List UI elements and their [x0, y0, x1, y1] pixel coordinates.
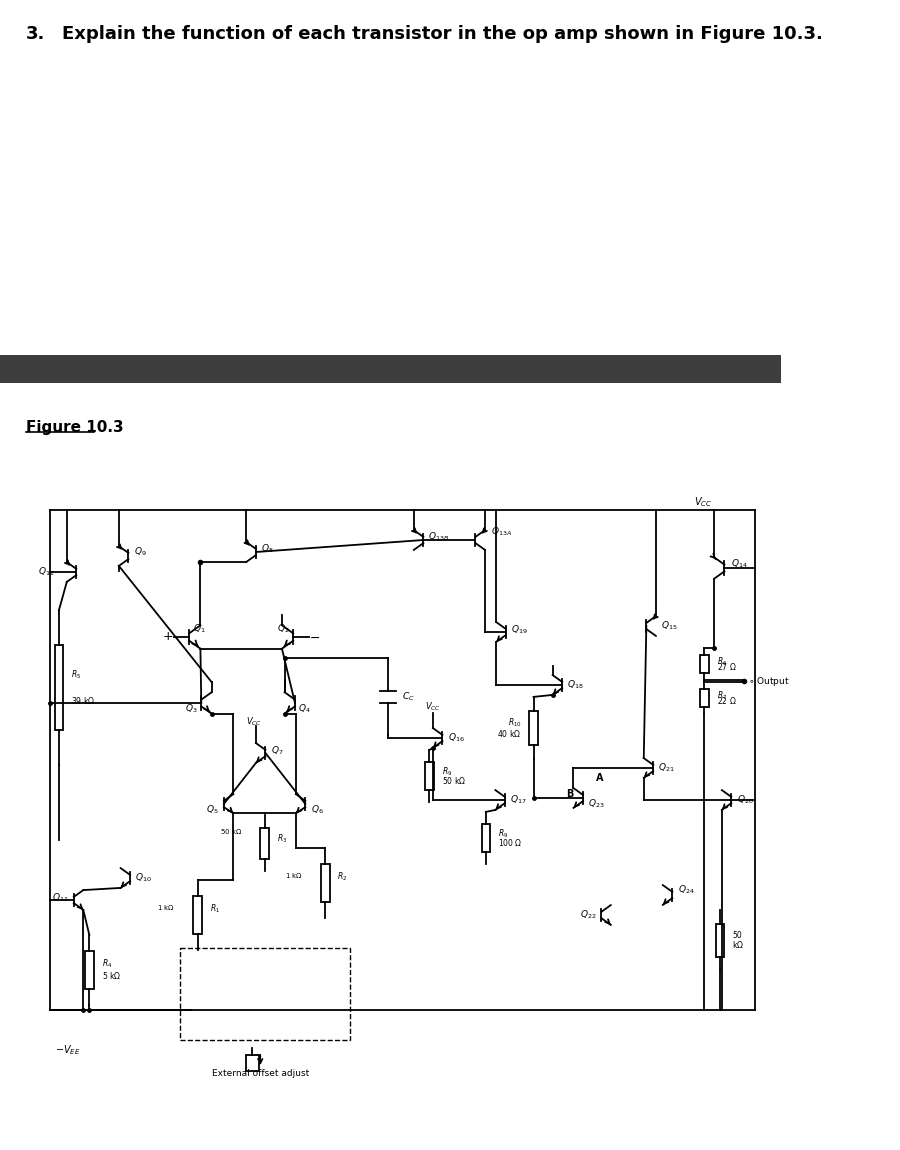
Text: $V_{CC}$: $V_{CC}$ — [425, 700, 441, 713]
Text: $C_C$: $C_C$ — [401, 690, 414, 703]
Text: 27 $\Omega$: 27 $\Omega$ — [716, 661, 736, 672]
Text: $Q_{7}$: $Q_{7}$ — [271, 745, 284, 757]
Bar — [247, 1055, 258, 1071]
Text: Explain the function of each transistor in the op amp shown in Figure 10.3.: Explain the function of each transistor … — [62, 25, 824, 43]
Text: $Q_{19}$: $Q_{19}$ — [511, 623, 527, 636]
Text: 5 k$\Omega$: 5 k$\Omega$ — [102, 971, 121, 981]
Text: $Q_{10}$: $Q_{10}$ — [135, 872, 152, 884]
Text: $R_{3}$: $R_{3}$ — [277, 833, 287, 845]
Text: $Q_{16}$: $Q_{16}$ — [447, 731, 464, 744]
Text: $V_{CC}$: $V_{CC}$ — [247, 715, 262, 728]
Text: $R_{1}$: $R_{1}$ — [210, 903, 220, 915]
Text: $Q_{23}$: $Q_{23}$ — [589, 798, 605, 811]
Text: $R_9$: $R_9$ — [498, 827, 508, 840]
Bar — [0, 355, 781, 383]
Text: $Q_{12}$: $Q_{12}$ — [38, 566, 55, 578]
Text: $-$: $-$ — [309, 630, 320, 644]
Text: 1 k$\Omega$: 1 k$\Omega$ — [285, 872, 302, 881]
Text: Figure 10.3: Figure 10.3 — [26, 420, 123, 435]
Bar — [425, 761, 434, 790]
Text: $Q_{13A}$: $Q_{13A}$ — [491, 526, 512, 538]
Text: $-V_{EE}$: $-V_{EE}$ — [55, 1043, 80, 1057]
Bar — [482, 823, 490, 852]
Text: k$\Omega$: k$\Omega$ — [733, 940, 744, 950]
Text: $Q_{1}$: $Q_{1}$ — [193, 623, 205, 635]
Text: $R_5$: $R_5$ — [71, 668, 81, 681]
Text: 100 $\Omega$: 100 $\Omega$ — [498, 837, 523, 848]
Text: $Q_{6}$: $Q_{6}$ — [310, 804, 323, 816]
Text: 40 k$\Omega$: 40 k$\Omega$ — [498, 728, 521, 738]
Text: 39 k$\Omega$: 39 k$\Omega$ — [71, 695, 95, 706]
Text: $Q_{17}$: $Q_{17}$ — [510, 793, 526, 806]
Text: $Q_{11}$: $Q_{11}$ — [52, 891, 68, 904]
Text: 50: 50 — [733, 930, 742, 940]
Text: +: + — [163, 630, 174, 644]
Text: $Q_{13B}$: $Q_{13B}$ — [428, 531, 449, 543]
Bar — [321, 864, 329, 903]
Bar — [700, 656, 709, 673]
Bar — [85, 951, 94, 989]
Text: A: A — [596, 773, 603, 783]
Text: $R_7$: $R_7$ — [716, 689, 727, 702]
Text: $Q_{21}$: $Q_{21}$ — [659, 761, 675, 774]
Bar — [181, 948, 349, 1040]
Bar — [700, 689, 709, 707]
Text: B: B — [566, 789, 573, 799]
Text: $R_{10}$: $R_{10}$ — [508, 716, 521, 729]
Text: $Q_{8}$: $Q_{8}$ — [261, 543, 274, 555]
Text: 22 $\Omega$: 22 $\Omega$ — [716, 695, 736, 706]
Bar — [194, 896, 202, 934]
Text: $V_{CC}$: $V_{CC}$ — [694, 496, 712, 509]
Text: $Q_{15}$: $Q_{15}$ — [662, 620, 678, 632]
Text: 50 k$\Omega$: 50 k$\Omega$ — [220, 827, 242, 836]
Text: $Q_{24}$: $Q_{24}$ — [678, 883, 694, 896]
Text: $Q_{9}$: $Q_{9}$ — [133, 546, 147, 558]
Text: External offset adjust: External offset adjust — [212, 1070, 309, 1079]
Bar — [55, 645, 63, 730]
Bar — [260, 828, 269, 859]
Text: 50 k$\Omega$: 50 k$\Omega$ — [442, 775, 465, 785]
Bar — [716, 923, 724, 957]
Text: $Q_{5}$: $Q_{5}$ — [206, 804, 219, 816]
Text: 1 k$\Omega$: 1 k$\Omega$ — [158, 904, 176, 912]
Text: 3.: 3. — [26, 25, 45, 43]
Text: $Q_{14}$: $Q_{14}$ — [732, 558, 748, 570]
Text: $Q_{18}$: $Q_{18}$ — [567, 678, 584, 691]
Text: $R_9$: $R_9$ — [442, 766, 452, 777]
Text: $\circ$ Output: $\circ$ Output — [748, 675, 789, 688]
Text: $Q_{3}$: $Q_{3}$ — [185, 703, 198, 715]
Text: $R_{4}$: $R_{4}$ — [102, 958, 112, 971]
Text: $Q_{2}$: $Q_{2}$ — [277, 623, 290, 635]
Text: $Q_{20}$: $Q_{20}$ — [736, 793, 753, 806]
Bar — [529, 711, 538, 745]
Text: $Q_{22}$: $Q_{22}$ — [580, 908, 596, 921]
Text: $R_6$: $R_6$ — [716, 656, 727, 668]
Text: $R_{2}$: $R_{2}$ — [338, 871, 347, 883]
Text: $Q_{4}$: $Q_{4}$ — [299, 703, 311, 715]
